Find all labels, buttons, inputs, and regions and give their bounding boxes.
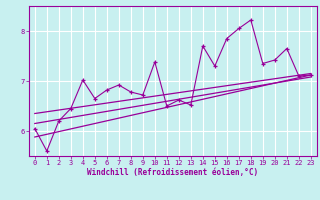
X-axis label: Windchill (Refroidissement éolien,°C): Windchill (Refroidissement éolien,°C) xyxy=(87,168,258,177)
